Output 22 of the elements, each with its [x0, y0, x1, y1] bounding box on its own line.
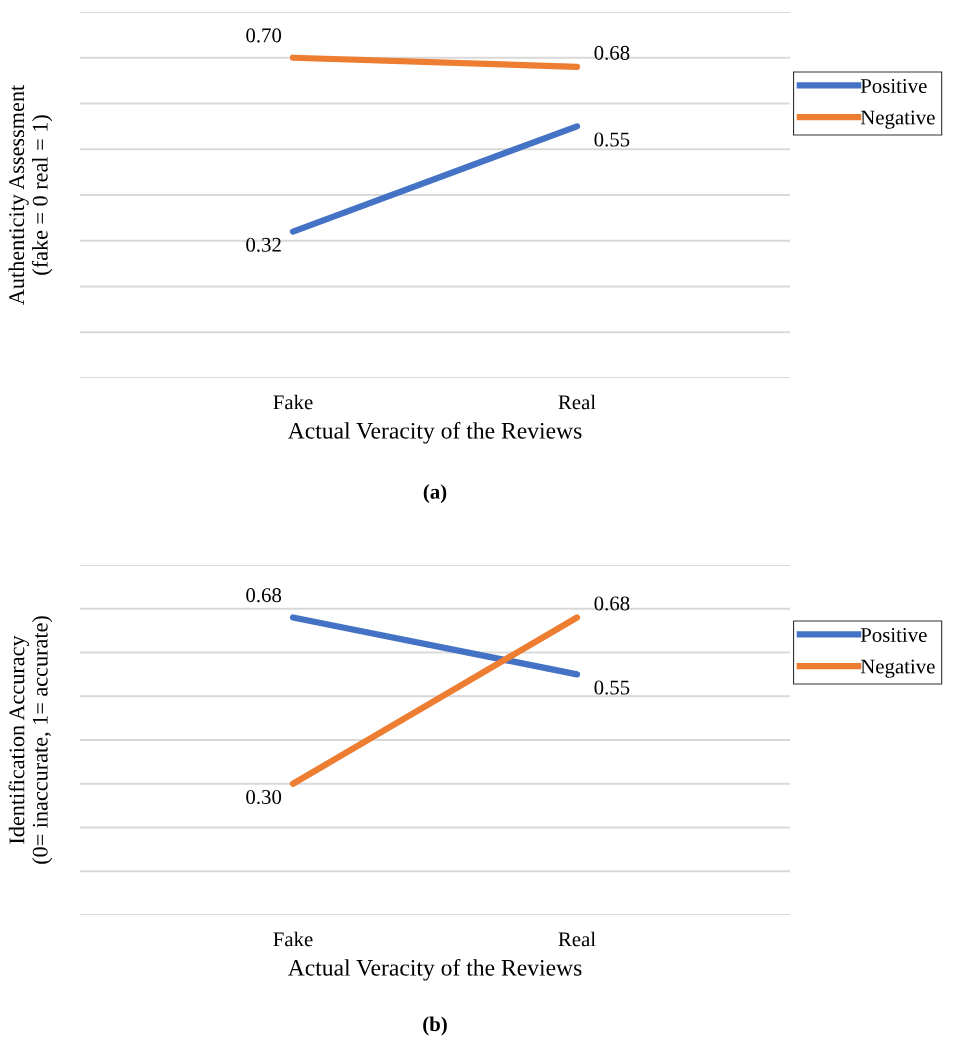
legend-label: Positive [860, 78, 927, 93]
x-tick-label: Fake [273, 394, 313, 410]
x-axis-title: Actual Veracity of the Reviews [287, 421, 582, 444]
data-label: 0.68 [594, 596, 630, 611]
y-axis-title: Authenticity Assessment (fake = 0 real = 1) [8, 84, 53, 305]
legend-label: Positive [860, 627, 927, 642]
data-label: 0.68 [246, 588, 282, 603]
data-label: 0.70 [246, 28, 282, 43]
legend-label: Negative [860, 110, 935, 129]
x-tick-label: Real [558, 394, 596, 410]
data-label: 0.55 [594, 132, 630, 147]
text: (a) [423, 484, 447, 504]
legend-label: Negative [860, 659, 935, 678]
x-tick-label: Fake [273, 931, 313, 947]
text: (b) [423, 1016, 447, 1036]
y-axis-title: Identification Accuracy (0= inaccurate, 1= accurate) [8, 616, 53, 864]
data-label: 0.32 [246, 237, 281, 252]
data-label: 0.55 [594, 680, 630, 695]
data-label: 0.30 [246, 789, 282, 805]
x-tick-label: Real [558, 931, 596, 947]
data-label: 0.68 [594, 45, 630, 60]
x-axis-title: Actual Veracity of the Reviews [287, 958, 582, 981]
